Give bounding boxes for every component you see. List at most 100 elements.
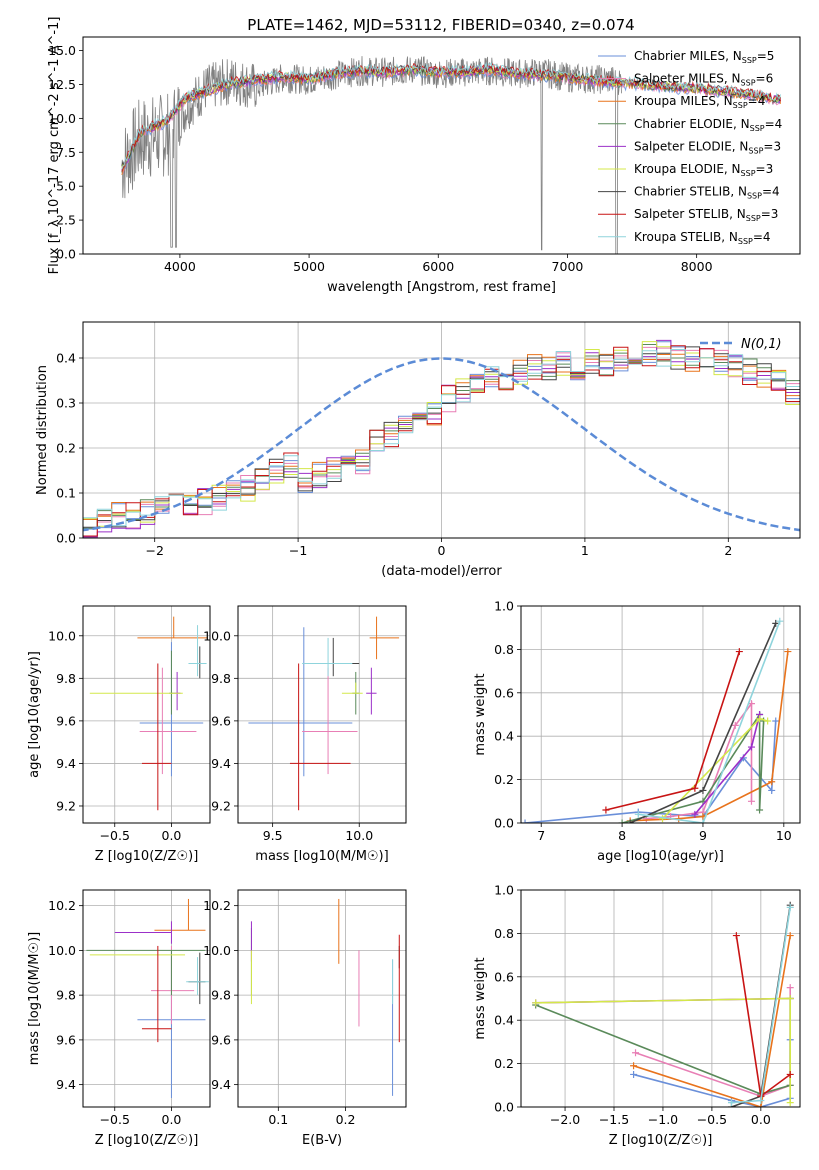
y-tick-label: 15.0 bbox=[48, 43, 76, 58]
chart-age-vs-mass: 9.5 10.0 9.2 9.4 9.6 9.8 10.0 mass [log10(M/M☉)… bbox=[203, 605, 407, 864]
histogram-6 bbox=[83, 346, 800, 528]
x-tick-label: −2.0 bbox=[550, 1112, 580, 1127]
x-tick-label: 4000 bbox=[164, 259, 196, 274]
y-axis-label: mass [log10(M/M☉)] bbox=[27, 932, 42, 1065]
plot-area bbox=[238, 606, 406, 823]
y-tick-label: 1.0 bbox=[494, 883, 514, 898]
weight-marker bbox=[632, 1049, 640, 1057]
y-tick-label: 2.5 bbox=[56, 213, 76, 228]
x-axis-label: Z [log10(Z/Z☉)] bbox=[95, 849, 199, 864]
axes-frame bbox=[520, 889, 801, 1108]
x-tick-label: 0.1 bbox=[268, 1112, 288, 1127]
legend-entry: Chabrier STELIB, NSSP=4 bbox=[634, 185, 780, 201]
weight-marker bbox=[699, 786, 707, 794]
legend-entry: Salpeter STELIB, NSSP=3 bbox=[634, 207, 778, 223]
axes-frame bbox=[520, 605, 801, 824]
y-tick-label: 5.0 bbox=[56, 179, 76, 194]
axes-frame bbox=[82, 605, 211, 824]
weight-marker bbox=[731, 721, 739, 729]
errorbar-point bbox=[289, 663, 351, 811]
x-tick-label: 10 bbox=[776, 828, 792, 843]
observed-spectrum bbox=[121, 56, 622, 254]
weight-marker bbox=[602, 806, 610, 814]
y-tick-label: 0.0 bbox=[56, 531, 76, 546]
errorbar-point bbox=[173, 671, 181, 711]
weight-series bbox=[621, 711, 765, 823]
x-tick-label: 1 bbox=[581, 543, 589, 558]
x-tick-label: 6000 bbox=[422, 259, 454, 274]
x-axis-label: wavelength [Angstrom, rest frame] bbox=[327, 280, 556, 295]
x-axis-label: mass [log10(M/M☉)] bbox=[255, 849, 388, 864]
weight-marker bbox=[768, 778, 776, 786]
y-tick-label: 10.0 bbox=[48, 943, 76, 958]
weight-marker bbox=[727, 1099, 735, 1107]
x-tick-label: 2 bbox=[724, 543, 732, 558]
y-tick-label: 0.8 bbox=[494, 642, 514, 657]
weight-marker bbox=[786, 932, 794, 940]
plot-area bbox=[83, 322, 800, 538]
chart-weight-vs-age: 7 8 9 10 0.0 0.2 0.4 0.6 0.8 1.0 age [log10(age/yr… bbox=[473, 599, 801, 864]
weight-series bbox=[633, 935, 791, 1107]
legend-entry: N(0,1) bbox=[741, 337, 782, 352]
y-axis-label: age [log10(age/yr)] bbox=[27, 651, 42, 778]
errorbar-point bbox=[114, 921, 172, 944]
chart-mass-vs-z: −0.5 0.0 9.4 9.6 9.8 10.0 10.2 Z [log10(Z/Z☉)] m… bbox=[27, 889, 211, 1148]
x-tick-label: 9 bbox=[699, 828, 707, 843]
weight-marker bbox=[786, 1099, 794, 1107]
plot-area bbox=[521, 606, 800, 823]
y-tick-label: 10.2 bbox=[48, 898, 76, 913]
chart-mass-vs-ebv: 0.1 0.2 9.4 9.6 9.8 10.0 10.2 E(B-V) bbox=[203, 889, 407, 1148]
weight-marker bbox=[776, 617, 784, 625]
y-tick-label: 9.8 bbox=[211, 988, 231, 1003]
y-tick-label: 10.0 bbox=[203, 628, 231, 643]
weight-marker bbox=[757, 1096, 765, 1104]
errorbar-point bbox=[137, 616, 208, 639]
y-tick-label: 9.6 bbox=[56, 1032, 76, 1047]
x-axis-label: Z [log10(Z/Z☉)] bbox=[609, 1133, 713, 1148]
x-tick-label: 0.2 bbox=[336, 1112, 356, 1127]
x-tick-label: 9.5 bbox=[263, 828, 283, 843]
errorbar-point bbox=[169, 650, 174, 715]
y-tick-label: 0.4 bbox=[494, 729, 514, 744]
y-tick-label: 10.2 bbox=[203, 898, 231, 913]
y-tick-label: 7.5 bbox=[56, 145, 76, 160]
figure-title: PLATE=1462, MJD=53112, FIBERID=0340, z=0… bbox=[247, 16, 634, 34]
y-tick-label: 0.2 bbox=[56, 441, 76, 456]
errorbar-point bbox=[307, 637, 360, 677]
weight-marker bbox=[764, 717, 772, 725]
errorbar-point bbox=[139, 667, 197, 775]
y-tick-label: 1.0 bbox=[494, 599, 514, 614]
plot-area bbox=[83, 890, 210, 1107]
histogram-1 bbox=[83, 346, 800, 538]
x-tick-label: −1 bbox=[289, 543, 307, 558]
weight-marker bbox=[786, 903, 794, 911]
weight-marker bbox=[747, 743, 755, 751]
weight-marker bbox=[772, 619, 780, 627]
y-tick-label: 0.8 bbox=[494, 926, 514, 941]
legend-entry: Salpeter ELODIE, NSSP=3 bbox=[634, 139, 781, 155]
x-tick-label: 7 bbox=[537, 828, 545, 843]
weight-series bbox=[646, 701, 753, 820]
errorbar-point bbox=[86, 949, 206, 996]
x-tick-label: −0.5 bbox=[697, 1112, 727, 1127]
errorbar-point bbox=[188, 625, 207, 677]
weight-marker bbox=[786, 1070, 794, 1078]
weight-marker bbox=[786, 984, 794, 992]
y-tick-label: 10.0 bbox=[203, 943, 231, 958]
y-tick-label: 0.0 bbox=[56, 247, 76, 262]
y-tick-label: 0.4 bbox=[56, 351, 76, 366]
x-tick-label: 10.0 bbox=[345, 828, 373, 843]
y-tick-label: 10.0 bbox=[48, 628, 76, 643]
x-axis-label: Z [log10(Z/Z☉)] bbox=[95, 1133, 199, 1148]
weight-marker bbox=[732, 932, 740, 940]
weight-marker bbox=[532, 999, 540, 1007]
weight-marker bbox=[691, 784, 699, 792]
x-tick-label: 0 bbox=[438, 543, 446, 558]
weight-marker bbox=[757, 1103, 765, 1107]
y-tick-label: 9.4 bbox=[56, 1077, 76, 1092]
weight-marker bbox=[626, 819, 634, 823]
legend-entry: Chabrier ELODIE, NSSP=4 bbox=[634, 117, 782, 133]
y-axis-label: Normed distribution bbox=[35, 365, 50, 495]
x-tick-label: 5000 bbox=[293, 259, 325, 274]
